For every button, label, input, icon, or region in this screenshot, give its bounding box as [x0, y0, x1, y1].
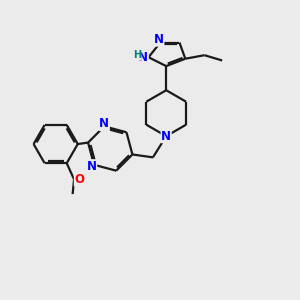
Text: N: N: [138, 51, 148, 64]
Text: O: O: [74, 173, 84, 186]
Text: N: N: [87, 160, 97, 173]
Text: N: N: [154, 33, 164, 46]
Text: N: N: [161, 130, 171, 143]
Text: H: H: [133, 50, 141, 60]
Text: N: N: [99, 118, 109, 130]
